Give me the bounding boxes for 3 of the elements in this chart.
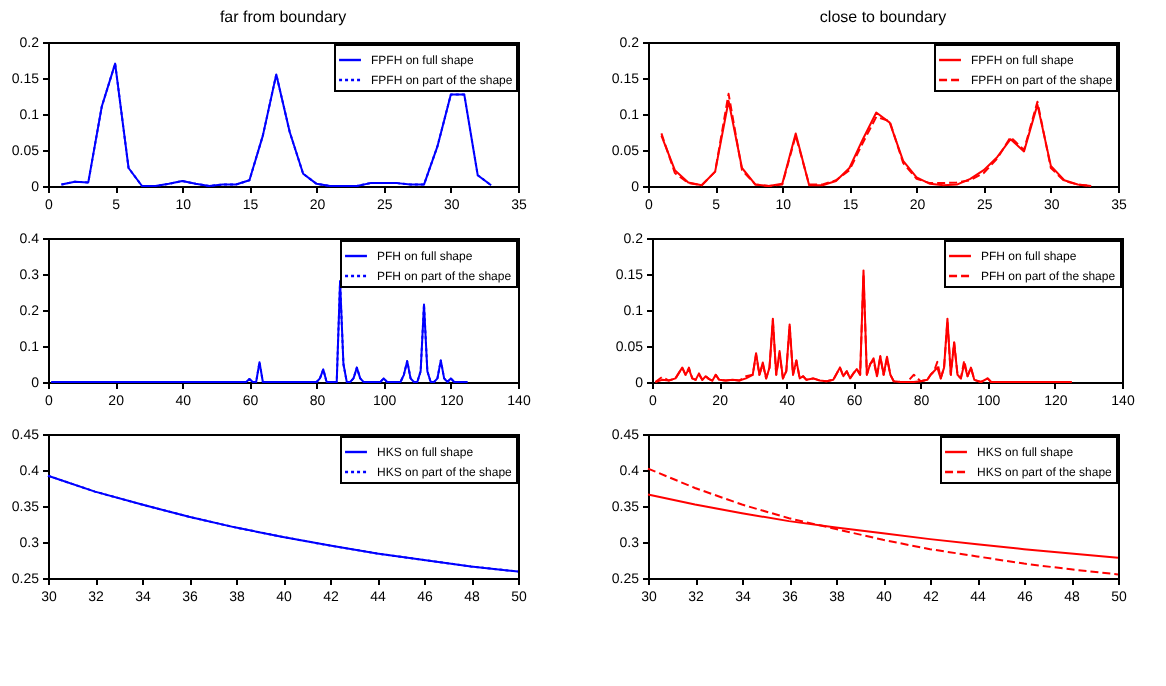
line-series bbox=[647, 467, 1119, 576]
chart-title: close to boundary bbox=[819, 8, 947, 26]
chart-title: far from boundary bbox=[219, 8, 347, 26]
